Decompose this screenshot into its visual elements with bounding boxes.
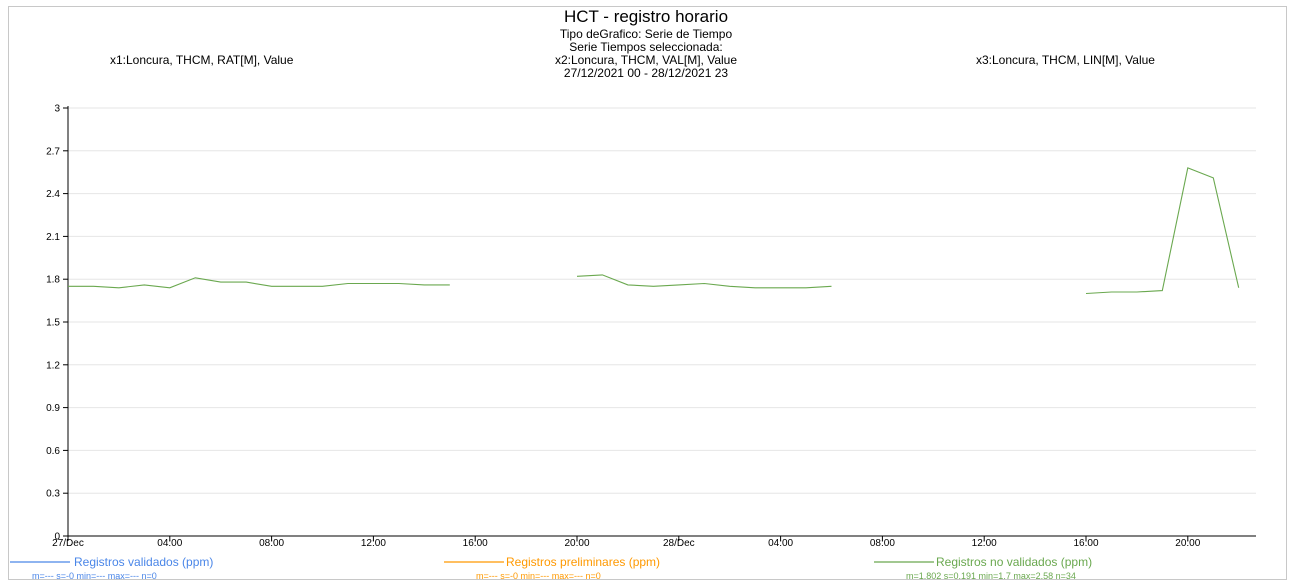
legend-stats-validados: m=--- s=-0 min=--- max=--- n=0	[32, 571, 157, 581]
chart-title: HCT - registro horario	[563, 7, 729, 26]
x2-series-label: x2:Loncura, THCM, VAL[M], Value	[554, 53, 738, 67]
x-tick-label: 20:00	[564, 538, 589, 549]
legend-label-preliminares: Registros preliminares (ppm)	[506, 555, 661, 569]
x-tick-label: 12:00	[361, 538, 386, 549]
x-tick-label: 04:00	[157, 538, 182, 549]
y-tick-label: 0.9	[46, 403, 60, 414]
y-tick-label: 2.4	[46, 189, 60, 200]
x-tick-label: 27/Dec	[52, 538, 84, 549]
x1-series-label: x1:Loncura, THCM, RAT[M], Value	[110, 53, 294, 67]
x-tick-label: 16:00	[1073, 538, 1098, 549]
y-tick-label: 2.7	[46, 146, 60, 157]
series-line-no-validados	[1085, 167, 1240, 295]
legend-label-no-validados: Registros no validados (ppm)	[936, 555, 1093, 569]
legend-label-validados: Registros validados (ppm)	[74, 555, 214, 569]
y-tick-label: 0.6	[46, 446, 60, 457]
x-tick-label: 04:00	[768, 538, 793, 549]
legend-stats-no-validados: m=1.802 s=0.191 min=1.7 max=2.58 n=34	[906, 571, 1076, 581]
x-tick-label: 08:00	[259, 538, 284, 549]
y-tick-label: 1.5	[46, 318, 60, 329]
x-tick-label: 16:00	[463, 538, 488, 549]
y-tick-label: 1.2	[46, 360, 60, 371]
date-range-label: 27/12/2021 00 - 28/12/2021 23	[563, 66, 729, 80]
x-tick-label: 28/Dec	[663, 538, 695, 549]
y-tick-label: 0	[54, 532, 60, 543]
x3-series-label: x3:Loncura, THCM, LIN[M], Value	[976, 53, 1155, 67]
x-tick-label: 20:00	[1175, 538, 1200, 549]
series-line-no-validados	[576, 274, 832, 289]
series-line-no-validados	[68, 277, 450, 289]
chart-frame	[8, 6, 1287, 580]
chart-type-subtitle: Tipo deGrafico: Serie de Tiempo	[559, 27, 733, 41]
y-tick-label: 0.3	[46, 489, 60, 500]
legend-stats-preliminares: m=--- s=-0 min=--- max=--- n=0	[476, 571, 601, 581]
x-tick-label: 08:00	[870, 538, 895, 549]
series-selected-subtitle: Serie Tiempos seleccionada:	[569, 40, 723, 54]
y-tick-label: 1.8	[46, 275, 60, 286]
x-tick-label: 12:00	[972, 538, 997, 549]
y-tick-label: 3	[54, 104, 60, 115]
y-tick-label: 2.1	[46, 232, 60, 243]
